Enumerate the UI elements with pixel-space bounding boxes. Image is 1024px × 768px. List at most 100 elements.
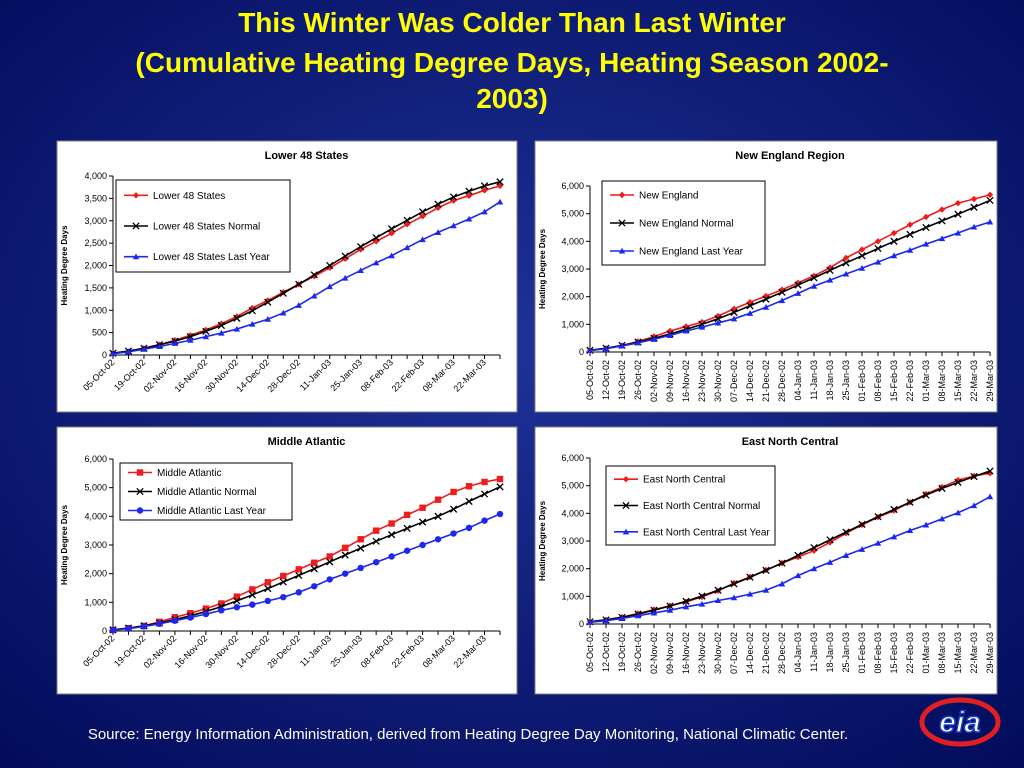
- x-tick-label: 12-Oct-02: [601, 360, 611, 400]
- marker: [419, 236, 426, 243]
- y-tick-label: 2,000: [84, 569, 107, 579]
- marker: [109, 350, 117, 357]
- y-tick-label: 2,000: [84, 261, 107, 271]
- marker: [618, 247, 626, 254]
- legend-label: East North Central Normal: [643, 501, 760, 512]
- marker: [622, 475, 630, 483]
- x-tick-label: 02-Nov-02: [649, 632, 659, 674]
- x-tick-label: 29-Mar-03: [985, 360, 995, 402]
- x-tick-label: 23-Nov-02: [697, 632, 707, 674]
- legend-label: Middle Atlantic: [157, 468, 221, 479]
- chart-panel: New England Region Heating Degree Days 0 1,…: [534, 140, 998, 413]
- marker: [388, 520, 395, 527]
- marker: [264, 597, 271, 605]
- marker: [341, 551, 349, 559]
- marker: [954, 478, 962, 487]
- marker: [132, 253, 140, 260]
- marker: [618, 191, 626, 199]
- y-tick-label: 5,000: [84, 483, 107, 493]
- y-tick-label: 6,000: [84, 454, 107, 464]
- marker: [842, 552, 850, 558]
- marker: [465, 187, 473, 195]
- marker: [171, 614, 179, 621]
- marker: [186, 332, 195, 341]
- x-tick-label: 22-Mar-03: [969, 632, 979, 674]
- marker: [357, 243, 365, 251]
- x-tick-label: 19-Oct-02: [617, 632, 627, 672]
- x-tick-label: 08-Feb-03: [873, 632, 883, 674]
- marker: [922, 240, 930, 247]
- marker: [450, 530, 457, 537]
- marker: [434, 536, 442, 543]
- x-tick-label: 15-Mar-03: [953, 360, 963, 402]
- x-tick-label: 12-Oct-02: [601, 632, 611, 672]
- marker: [357, 564, 364, 572]
- marker: [496, 178, 504, 186]
- marker: [666, 602, 674, 610]
- marker: [295, 589, 302, 596]
- marker: [295, 571, 303, 580]
- marker: [171, 617, 179, 624]
- marker: [233, 604, 241, 611]
- series-line: [589, 199, 991, 352]
- x-tick-label: 22-Mar-03: [969, 360, 979, 402]
- marker: [970, 472, 978, 481]
- marker: [419, 504, 426, 511]
- marker: [372, 259, 380, 266]
- legend-label: Lower 48 States Last Year: [153, 252, 270, 263]
- y-tick-label: 2,000: [561, 292, 584, 302]
- marker: [858, 246, 866, 253]
- y-axis-label: Heating Degree Days: [60, 504, 69, 585]
- marker: [295, 302, 302, 308]
- marker: [666, 332, 674, 338]
- x-tick-label: 26-Oct-02: [633, 632, 643, 672]
- x-tick-label: 05-Oct-02: [585, 360, 595, 400]
- x-tick-label: 30-Nov-02: [713, 632, 723, 674]
- marker: [666, 606, 674, 613]
- marker: [842, 270, 850, 277]
- marker: [890, 229, 898, 237]
- y-tick-label: 0: [102, 350, 107, 360]
- x-tick-label: 07-Dec-02: [729, 632, 739, 674]
- marker: [202, 333, 210, 340]
- y-tick-label: 1,500: [84, 283, 107, 293]
- marker: [496, 198, 504, 205]
- marker: [922, 223, 930, 232]
- x-tick-label: 08-Mar-03: [937, 360, 947, 402]
- marker: [132, 192, 140, 199]
- marker: [248, 591, 256, 599]
- marker: [450, 222, 457, 229]
- marker: [295, 566, 302, 573]
- marker: [730, 308, 738, 317]
- marker: [922, 521, 930, 528]
- marker: [449, 505, 458, 513]
- legend: New England New England Normal New England…: [601, 180, 766, 266]
- marker: [730, 315, 738, 322]
- chart-panel: Lower 48 States Heating Degree Days 0 500 1,…: [56, 140, 518, 413]
- marker: [970, 502, 978, 509]
- marker: [310, 565, 318, 573]
- legend-label: Lower 48 States: [153, 191, 225, 202]
- marker: [794, 572, 802, 579]
- logo-text: eia: [939, 706, 981, 739]
- marker: [465, 192, 473, 199]
- x-tick-label: 18-Jan-03: [825, 360, 835, 401]
- x-tick-label: 15-Feb-03: [889, 360, 899, 402]
- y-tick-label: 3,000: [561, 264, 584, 274]
- marker: [618, 219, 626, 227]
- x-tick-label: 04-Jan-03: [793, 360, 803, 401]
- marker: [874, 244, 882, 253]
- marker: [602, 617, 610, 624]
- marker: [403, 511, 411, 519]
- marker: [403, 524, 411, 533]
- marker: [480, 182, 489, 190]
- marker: [938, 235, 946, 242]
- marker: [310, 271, 318, 279]
- marker: [730, 580, 738, 588]
- marker: [858, 546, 866, 552]
- marker: [434, 200, 442, 208]
- x-tick-label: 29-Mar-03: [985, 632, 995, 674]
- marker: [698, 323, 706, 330]
- legend-label: New England Last Year: [639, 247, 744, 258]
